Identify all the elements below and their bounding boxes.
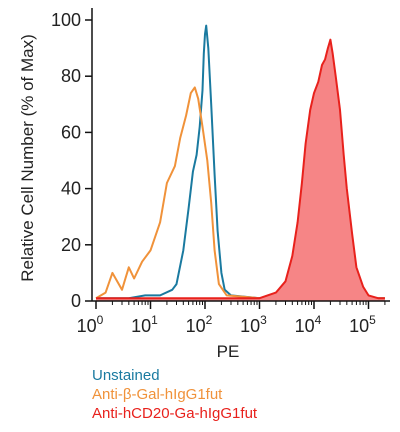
legend-item-anti-hcd20: Anti-hCD20-Ga-hIgG1fut bbox=[92, 405, 258, 422]
series-line-2 bbox=[96, 38, 385, 300]
chart-legend: Unstained Anti-β-Gal-hIgG1fut Anti-hCD20… bbox=[92, 366, 257, 423]
x-tick-label: 102 bbox=[186, 313, 213, 336]
x-tick-label: 101 bbox=[131, 313, 158, 336]
series-line-1 bbox=[95, 86, 385, 300]
y-tick-label: 0 bbox=[71, 291, 81, 311]
y-tick-label: 60 bbox=[61, 122, 81, 142]
legend-item-anti-beta-gal: Anti-β-Gal-hIgG1fut bbox=[92, 386, 223, 403]
x-tick-label: 105 bbox=[349, 313, 376, 336]
x-tick-label: 103 bbox=[240, 313, 267, 336]
flow-cytometry-histogram: 0 20 40 60 80 100 100 101 102 103 104 105 PE Relat… bbox=[18, 8, 390, 361]
y-tick-label: 100 bbox=[51, 10, 81, 30]
x-tick-label: 104 bbox=[295, 313, 322, 336]
legend-item-unstained: Unstained bbox=[92, 367, 160, 384]
y-tick-label: 20 bbox=[61, 235, 81, 255]
series-fill-2 bbox=[96, 39, 385, 301]
y-tick-label: 40 bbox=[61, 179, 81, 199]
y-tick-label: 80 bbox=[61, 66, 81, 86]
x-tick-label: 100 bbox=[77, 313, 104, 336]
series-line-0 bbox=[96, 24, 385, 300]
y-axis-title: Relative Cell Number (% of Max) bbox=[18, 34, 37, 282]
x-axis-title: PE bbox=[217, 342, 240, 361]
